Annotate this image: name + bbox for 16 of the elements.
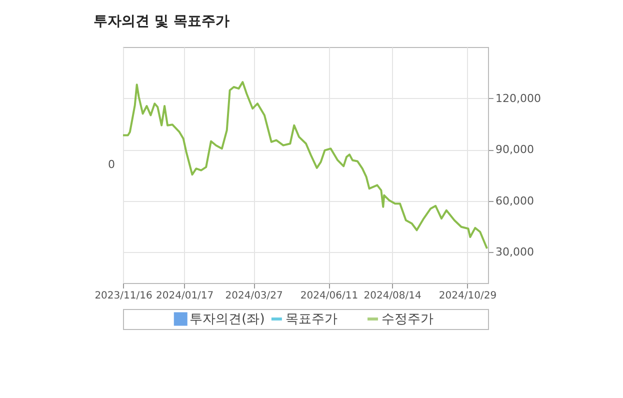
y2-tick-label: 90,000 [496, 143, 534, 156]
legend-label: 목표주가 [286, 312, 338, 327]
y2-tick-label: 60,000 [496, 194, 534, 208]
x-tick-label: 2024/10/29 [438, 290, 497, 302]
line-series [122, 81, 488, 250]
legend-label: 수정주가 [382, 312, 434, 327]
text: 0 [108, 158, 115, 171]
y2-tick-label: 120,000 [496, 92, 541, 105]
x-tick-label: 2024/03/27 [225, 290, 283, 302]
y2-tick-label: 30,000 [496, 246, 534, 259]
legend-label: 투자의견(좌) [190, 312, 265, 327]
x-tick-label: 2024/08/14 [364, 290, 422, 302]
chart-title: 투자의견 및 목표주가 [94, 14, 230, 30]
x-tick-label: 2024/01/17 [156, 290, 214, 302]
x-tick-label: 2024/06/11 [300, 290, 358, 302]
x-tick-label: 2023/11/16 [94, 290, 152, 302]
